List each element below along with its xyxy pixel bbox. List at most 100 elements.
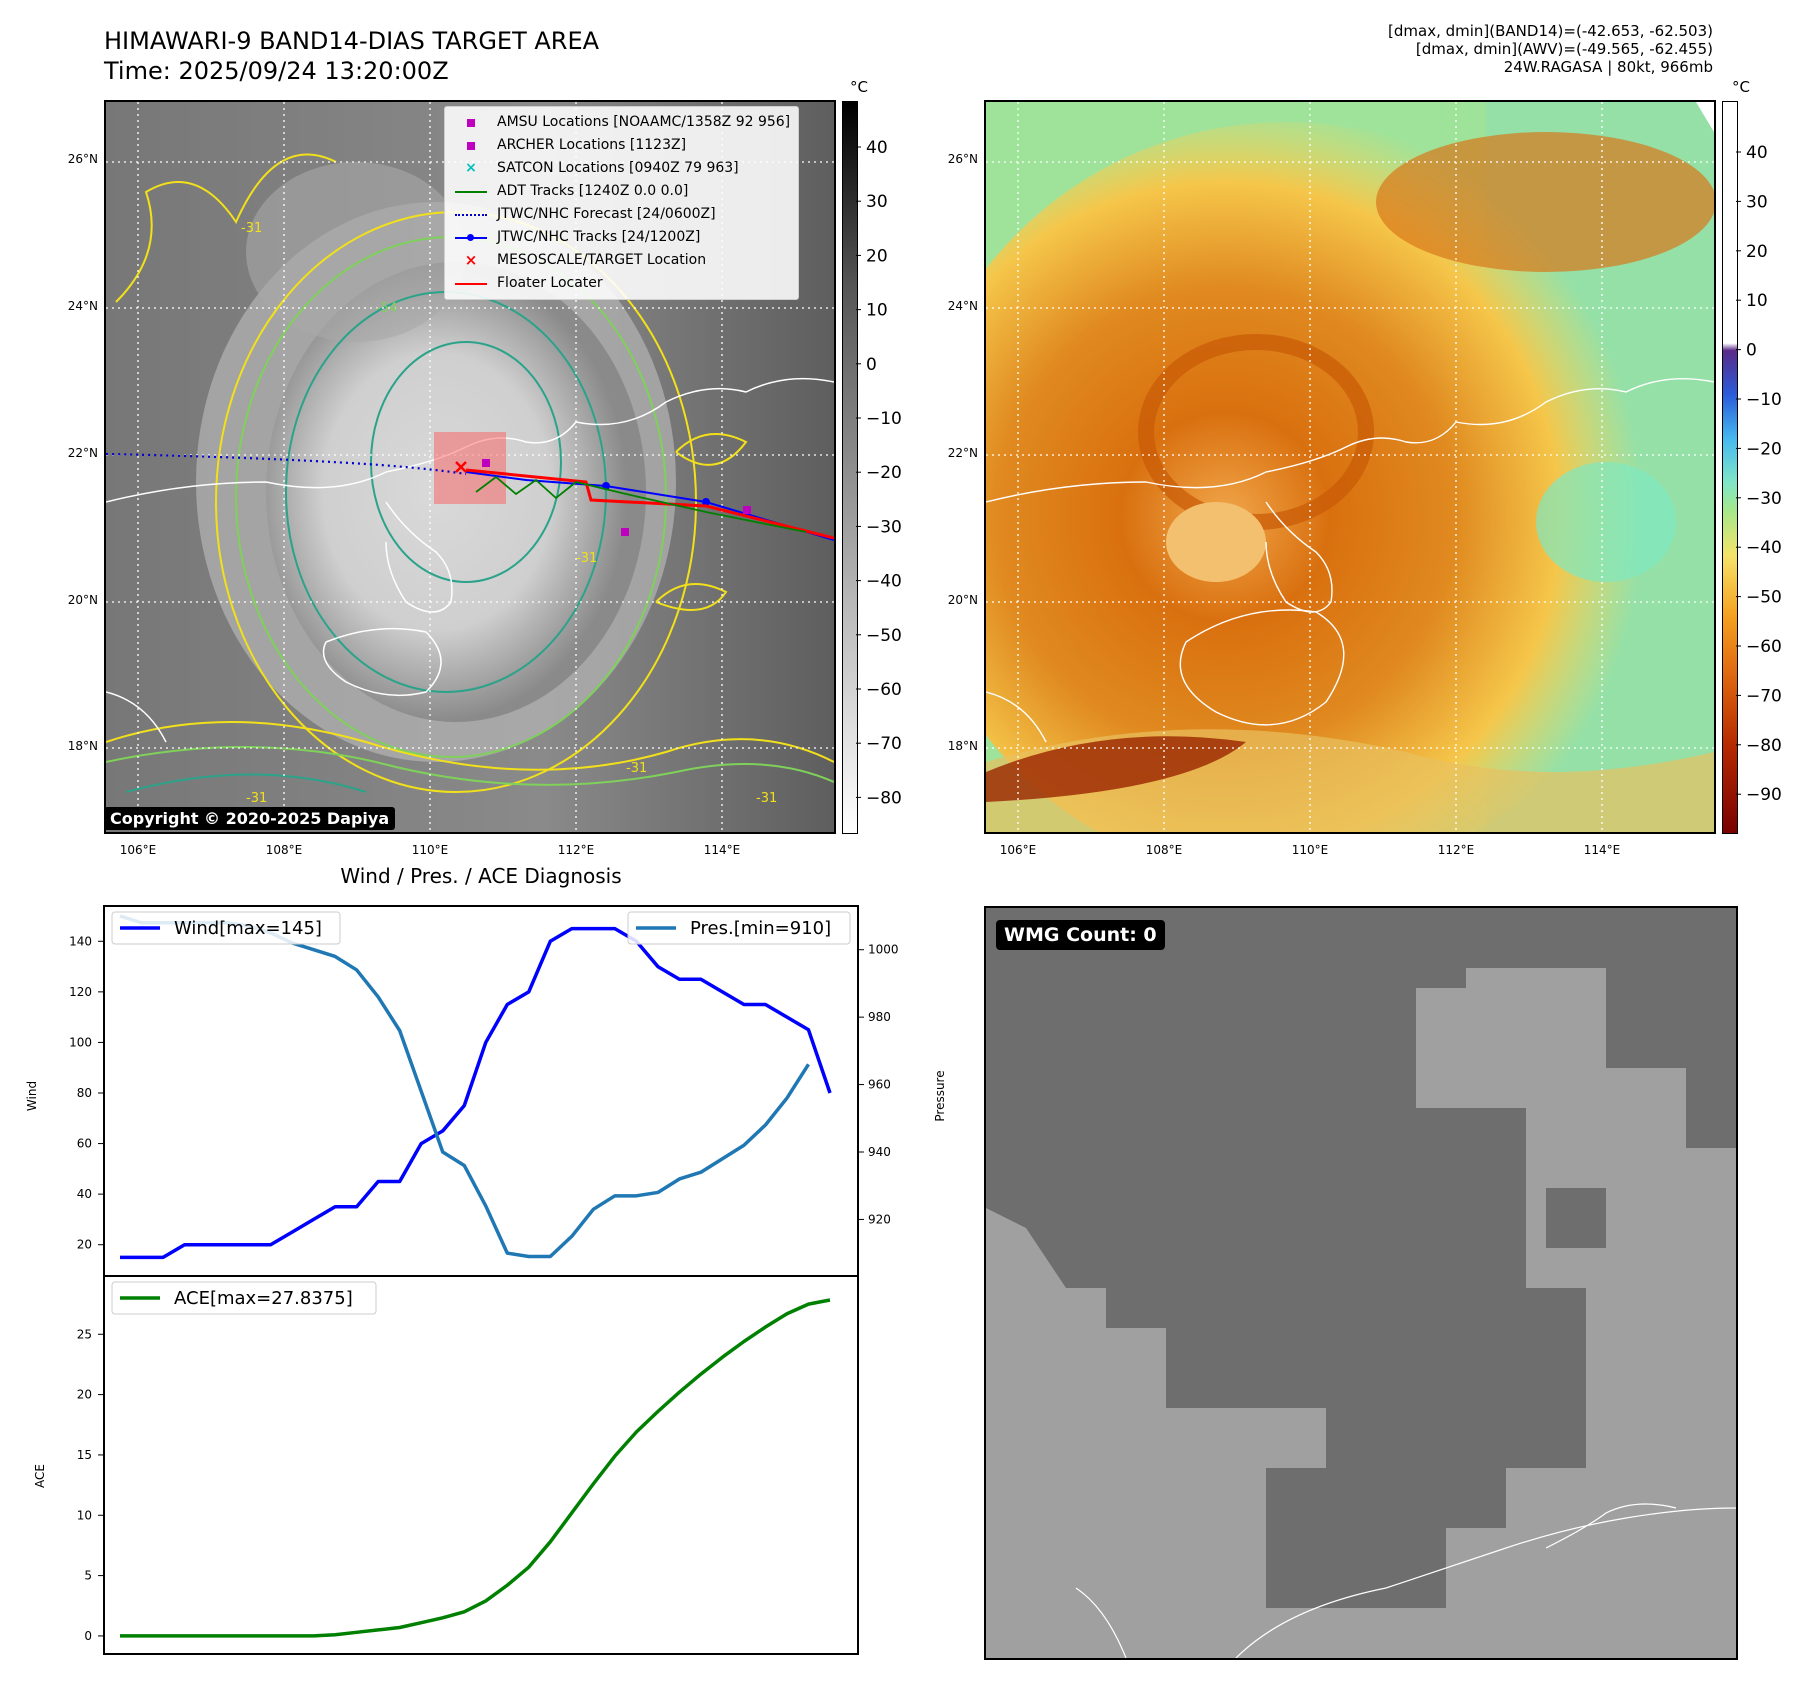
title-line-2: Time: 2025/09/24 13:20:00Z <box>104 57 449 85</box>
lat-label: 20°N <box>948 593 978 607</box>
lat-label: 26°N <box>68 152 98 166</box>
contour-green-south <box>106 746 834 786</box>
colorbar-tick-label: 10 <box>1746 291 1768 311</box>
legend-item-adt: ADT Tracks [1240Z 0.0 0.0] <box>453 180 790 203</box>
colorbar-tick-label: 40 <box>1746 143 1768 163</box>
right-colorbar <box>1722 101 1738 834</box>
info-line-1: [dmax, dmin](BAND14)=(-42.653, -62.503) <box>1388 22 1713 40</box>
ace-axis-label: ACE <box>33 1464 47 1488</box>
colorbar-tick-label: −60 <box>1746 637 1782 657</box>
pressure-tick-label: 920 <box>868 1212 891 1226</box>
lat-label: 26°N <box>948 152 978 166</box>
right-colorbar-ticks: 40 30 20 10 0 −10 −20 −30 −40 −50 −60 −70 −80 −90 <box>1736 143 1782 805</box>
lat-label: 24°N <box>68 299 98 313</box>
coast-hainan <box>322 627 442 697</box>
wmg-dark-region <box>986 908 1586 1608</box>
line-marker-icon <box>453 185 489 199</box>
ace-tick-label: 5 <box>84 1569 92 1583</box>
lon-label: 112°E <box>1438 843 1475 857</box>
left-colorbar <box>842 101 858 834</box>
copyright-label: Copyright © 2020-2025 Dapiya <box>104 807 396 830</box>
target-area-box[interactable] <box>434 432 506 504</box>
wind-tick-label: 40 <box>77 1187 92 1201</box>
right-awv-map[interactable] <box>984 100 1716 834</box>
wind-tick-label: 60 <box>77 1137 92 1151</box>
awv-north-band <box>1376 132 1714 272</box>
left-map-lon-axis: 106°E 108°E 110°E 112°E 114°E <box>120 843 741 857</box>
x-marker-icon: × <box>465 160 477 176</box>
wmg-svg <box>986 908 1736 1658</box>
wmg-count-badge: WMG Count: 0 <box>996 920 1165 950</box>
lon-label: 110°E <box>412 843 449 857</box>
right-map-svg <box>986 102 1714 832</box>
coast-vietnam <box>106 691 167 743</box>
contour-yellow-east2 <box>655 583 728 611</box>
ace-y-ticks: 0 5 10 15 20 25 <box>77 1327 104 1643</box>
archer-location[interactable] <box>621 528 629 536</box>
lon-label: 112°E <box>558 843 595 857</box>
wind-tick-label: 80 <box>77 1086 92 1100</box>
contour-label: -31 <box>241 221 262 236</box>
contour-yellow-north <box>115 153 337 303</box>
ace-legend: ACE[max=27.8375] <box>111 1281 377 1315</box>
legend-label: JTWC/NHC Forecast [24/0600Z] <box>497 206 716 222</box>
wmg-dark-patch <box>1546 1188 1606 1248</box>
contour-teal-inner <box>370 341 562 583</box>
pressure-tick-label: 980 <box>868 1010 891 1024</box>
legend-item-jtwc: JTWC/NHC Tracks [24/1200Z] <box>453 226 790 249</box>
lon-label: 114°E <box>1584 843 1621 857</box>
lon-label: 106°E <box>120 843 157 857</box>
ace-legend-label: ACE[max=27.8375] <box>174 1288 353 1309</box>
colorbar-tick-label: 30 <box>1746 192 1768 212</box>
contour-label: -31 <box>626 761 647 776</box>
coast-main <box>106 377 834 503</box>
right-colorbar-tick-group: 40 30 20 10 0 −10 −20 −30 −40 −50 −60 −70 −80 −90 <box>1736 143 1782 805</box>
lat-label: 18°N <box>68 739 98 753</box>
square-marker-icon <box>453 139 489 153</box>
wind-pressure-panel <box>103 905 859 1277</box>
colorbar-tick-label: 0 <box>866 355 877 375</box>
colorbar-tick-label: −50 <box>1746 588 1782 608</box>
amsu-location[interactable] <box>482 459 490 467</box>
mesoscale-target-marker[interactable] <box>455 461 467 473</box>
lon-label: 114°E <box>704 843 741 857</box>
colorbar-tick-label: −70 <box>866 734 902 754</box>
contour-label: -31 <box>246 791 267 806</box>
pressure-tick-label: 1000 <box>868 943 899 957</box>
wind-axis-label: Wind <box>25 1081 39 1111</box>
legend-label: MESOSCALE/TARGET Location <box>497 252 707 268</box>
floater-track <box>465 468 834 540</box>
lon-label: 108°E <box>266 843 303 857</box>
awv-cyan-patch <box>1536 462 1676 582</box>
awv-missing-corner <box>1696 102 1714 132</box>
ace-tick-label: 15 <box>77 1448 92 1462</box>
contour-label: -54 <box>376 301 397 316</box>
right-map-lon-axis: 106°E 108°E 110°E 112°E 114°E <box>1000 843 1621 857</box>
legend-label: ADT Tracks [1240Z 0.0 0.0] <box>497 183 689 199</box>
ir-cloud-north <box>246 162 466 342</box>
ir-cloud-core <box>266 262 646 722</box>
wmg-coast-3 <box>1075 1587 1127 1658</box>
left-map-lat-axis: 26°N 24°N 22°N 20°N 18°N <box>68 152 98 753</box>
x-marker-icon: × <box>464 251 478 269</box>
legend-label: JTWC/NHC Tracks [24/1200Z] <box>497 229 701 245</box>
wmg-coast-2 <box>1545 1503 1677 1549</box>
coastline <box>106 377 834 743</box>
wmg-panel[interactable] <box>984 906 1738 1660</box>
lat-label: 20°N <box>68 593 98 607</box>
contour-label: -31 <box>756 791 777 806</box>
title-line-1: HIMAWARI-9 BAND14-DIAS TARGET AREA <box>104 27 600 55</box>
left-colorbar-ticks: 40 30 20 10 0 −10 −20 −30 −40 −50 −60 −70 −80 <box>856 138 902 808</box>
ace-tick-label: 0 <box>84 1629 92 1643</box>
colorbar-tick-label: −40 <box>1746 538 1782 558</box>
lat-label: 18°N <box>948 739 978 753</box>
coast-leizhou <box>385 501 453 613</box>
coast-main <box>986 378 1714 503</box>
pressure-axis-label: Pressure <box>933 1070 947 1121</box>
archer-location[interactable] <box>743 506 751 514</box>
legend-label: ARCHER Locations [1123Z] <box>497 137 687 153</box>
colorbar-tick-label: −50 <box>866 626 902 646</box>
right-map-lat-axis: 26°N 24°N 22°N 20°N 18°N <box>948 152 978 753</box>
left-map-legend: AMSU Locations [NOAAMC/1358Z 92 956] ARC… <box>444 106 800 300</box>
diagnosis-chart[interactable]: 20 40 60 80 100 120 140 920 940 960 980 1000 0 5 10 1… <box>0 890 980 1670</box>
